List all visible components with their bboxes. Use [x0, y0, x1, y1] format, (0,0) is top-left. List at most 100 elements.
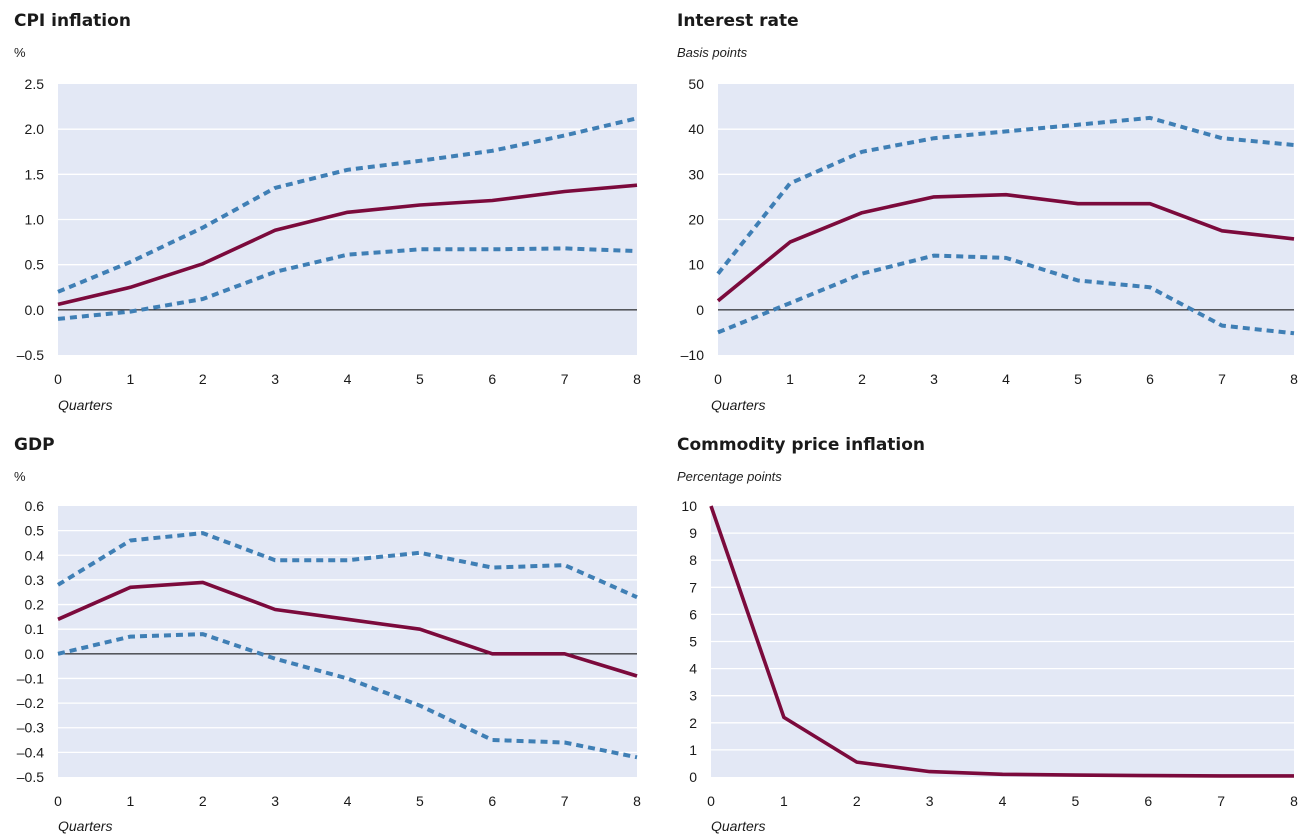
y-tick-label: 1	[689, 742, 697, 758]
chart-unit-label: Percentage points	[677, 469, 782, 484]
y-tick-label: 0.0	[25, 302, 45, 318]
x-tick-label: 1	[786, 371, 794, 387]
y-tick-label: 0.5	[25, 257, 45, 273]
series-line-central	[716, 192, 1295, 303]
x-axis-label: Quarters	[711, 818, 765, 834]
chart-2: 0.6 0.5 0.4 0.3 0.2 0.1 0.0 –0.1 –0.2 –0.3 –0.4 –0.…	[17, 498, 641, 834]
x-tick-label: 5	[1071, 793, 1079, 809]
x-tick-label: 4	[1002, 371, 1010, 387]
x-tick-label: 4	[999, 793, 1007, 809]
x-tick-label: 7	[561, 371, 569, 387]
y-tick-label: 0.2	[25, 597, 45, 613]
chart-title: CPI inflation	[14, 11, 131, 31]
x-tick-label: 2	[853, 793, 861, 809]
x-tick-label: 8	[633, 371, 641, 387]
y-tick-label: 0.1	[25, 621, 45, 637]
series-line-upper	[716, 115, 1295, 275]
y-tick-label: 6	[689, 606, 697, 622]
chart-0: 2.5 2.0 1.5 1.0 0.5 0.0 –0.5 0 1 2 3 4 5 6 7 8 Quarters	[17, 76, 641, 413]
x-tick-label: 0	[714, 371, 722, 387]
x-tick-label: 3	[930, 371, 938, 387]
y-tick-label: 4	[689, 661, 697, 677]
y-tick-label: 10	[688, 257, 704, 273]
x-tick-label: 0	[54, 371, 62, 387]
series-line-central	[57, 580, 638, 678]
y-tick-label: –10	[681, 347, 705, 363]
x-tick-label: 7	[561, 793, 569, 809]
chart-title: Commodity price inflation	[677, 435, 926, 455]
chart-1: 50 40 30 20 10 0 –10 0 1 2 3 4 5 6 7 8 Quarters	[681, 76, 1298, 413]
x-tick-label: 4	[344, 371, 352, 387]
y-tick-label: –0.4	[17, 744, 44, 760]
x-tick-label: 5	[416, 793, 424, 809]
y-tick-label: 1.5	[25, 166, 45, 182]
x-tick-label: 6	[488, 793, 496, 809]
y-tick-label: 50	[688, 76, 704, 92]
y-tick-label: 0.3	[25, 572, 45, 588]
y-tick-label: 5	[689, 634, 697, 650]
y-tick-label: 10	[681, 498, 697, 514]
x-tick-label: 6	[1144, 793, 1152, 809]
x-axis-label: Quarters	[58, 397, 112, 413]
x-tick-label: 3	[926, 793, 934, 809]
y-tick-label: 30	[688, 166, 704, 182]
x-tick-label: 0	[707, 793, 715, 809]
x-tick-label: 2	[858, 371, 866, 387]
series-line-upper	[57, 116, 638, 294]
x-tick-label: 6	[488, 371, 496, 387]
y-tick-label: 0.0	[25, 646, 45, 662]
y-tick-label: 0	[689, 769, 697, 785]
x-tick-label: 7	[1218, 371, 1226, 387]
y-tick-label: 20	[688, 212, 704, 228]
y-tick-label: 2.0	[25, 121, 45, 137]
x-tick-label: 3	[271, 371, 279, 387]
chart-title: Interest rate	[677, 11, 799, 31]
plot-area	[58, 506, 637, 777]
x-tick-label: 3	[271, 793, 279, 809]
y-tick-label: 8	[689, 552, 697, 568]
x-tick-label: 0	[54, 793, 62, 809]
series-line-central	[709, 505, 1294, 778]
y-tick-label: 0	[696, 302, 704, 318]
y-tick-label: 1.0	[25, 212, 45, 228]
series-line-lower	[57, 246, 638, 321]
series-line-lower	[717, 253, 1295, 336]
x-tick-label: 8	[1290, 371, 1298, 387]
series-line-lower	[57, 632, 638, 760]
series-line-upper	[56, 531, 638, 600]
x-axis-label: Quarters	[58, 818, 112, 834]
y-tick-label: 0.4	[25, 547, 45, 563]
y-tick-label: 40	[688, 121, 704, 137]
x-tick-label: 5	[416, 371, 424, 387]
y-tick-label: 7	[689, 579, 697, 595]
y-tick-label: 9	[689, 525, 697, 541]
x-tick-label: 5	[1074, 371, 1082, 387]
x-tick-label: 4	[344, 793, 352, 809]
y-tick-label: 0.5	[25, 523, 45, 539]
y-tick-label: –0.3	[17, 720, 44, 736]
y-tick-label: –0.5	[17, 347, 44, 363]
y-tick-label: 3	[689, 688, 697, 704]
x-tick-label: 6	[1146, 371, 1154, 387]
series-line-central	[57, 183, 638, 307]
y-tick-label: –0.5	[17, 769, 44, 785]
x-axis-label: Quarters	[711, 397, 765, 413]
y-tick-label: 2	[689, 715, 697, 731]
y-tick-label: –0.1	[17, 670, 44, 686]
x-tick-label: 2	[199, 371, 207, 387]
x-tick-label: 1	[780, 793, 788, 809]
x-tick-label: 7	[1217, 793, 1225, 809]
x-tick-label: 2	[199, 793, 207, 809]
y-tick-label: 2.5	[25, 76, 45, 92]
x-tick-label: 1	[126, 371, 134, 387]
x-tick-label: 8	[633, 793, 641, 809]
chart-unit-label: %	[14, 45, 26, 60]
x-tick-label: 1	[126, 793, 134, 809]
y-tick-label: 0.6	[25, 498, 45, 514]
y-tick-label: –0.2	[17, 695, 44, 711]
chart-unit-label: %	[14, 469, 26, 484]
chart-title: GDP	[14, 435, 55, 455]
chart-unit-label: Basis points	[677, 45, 748, 60]
